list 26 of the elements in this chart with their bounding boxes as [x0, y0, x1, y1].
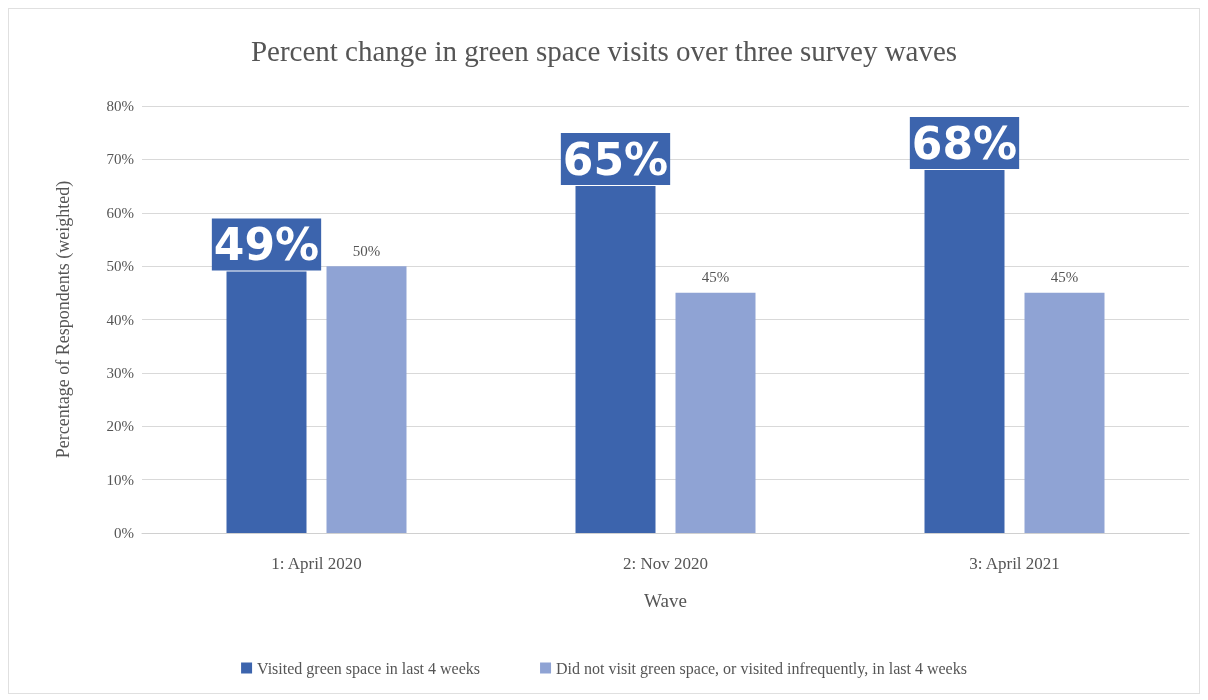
y-tick-label: 40% [106, 311, 134, 328]
y-tick-label: 30% [106, 364, 134, 381]
y-tick-label: 70% [106, 151, 134, 168]
x-tick-label: 3: April 2021 [969, 554, 1060, 573]
data-label: 50% [352, 242, 381, 259]
chart-title: Percent change in green space visits over three survey waves [250, 34, 958, 67]
data-label: 49% [213, 218, 320, 270]
y-tick-label: 10% [106, 471, 134, 488]
bar [1024, 292, 1105, 533]
data-label: 45% [1050, 269, 1079, 286]
bar [326, 266, 407, 533]
legend-label: Visited green space in last 4 weeks [257, 659, 481, 678]
x-tick-label: 2: Nov 2020 [623, 554, 708, 573]
bar [675, 292, 756, 533]
y-tick-label: 80% [106, 98, 134, 114]
y-axis-title: Percentage of Respondents (weighted) [53, 180, 74, 459]
legend-label: Did not visit green space, or visited infrequently, in last 4 weeks [556, 659, 967, 678]
data-label: 68% [911, 117, 1018, 169]
y-tick-label: 50% [106, 258, 134, 275]
x-axis-title: Wave [644, 590, 687, 611]
y-tick-label: 20% [106, 418, 134, 435]
y-tick-label: 0% [114, 525, 134, 541]
data-label: 65% [562, 133, 669, 185]
x-tick-label: 1: April 2020 [271, 554, 362, 573]
data-label: 45% [701, 269, 730, 286]
y-tick-label: 60% [106, 204, 134, 221]
